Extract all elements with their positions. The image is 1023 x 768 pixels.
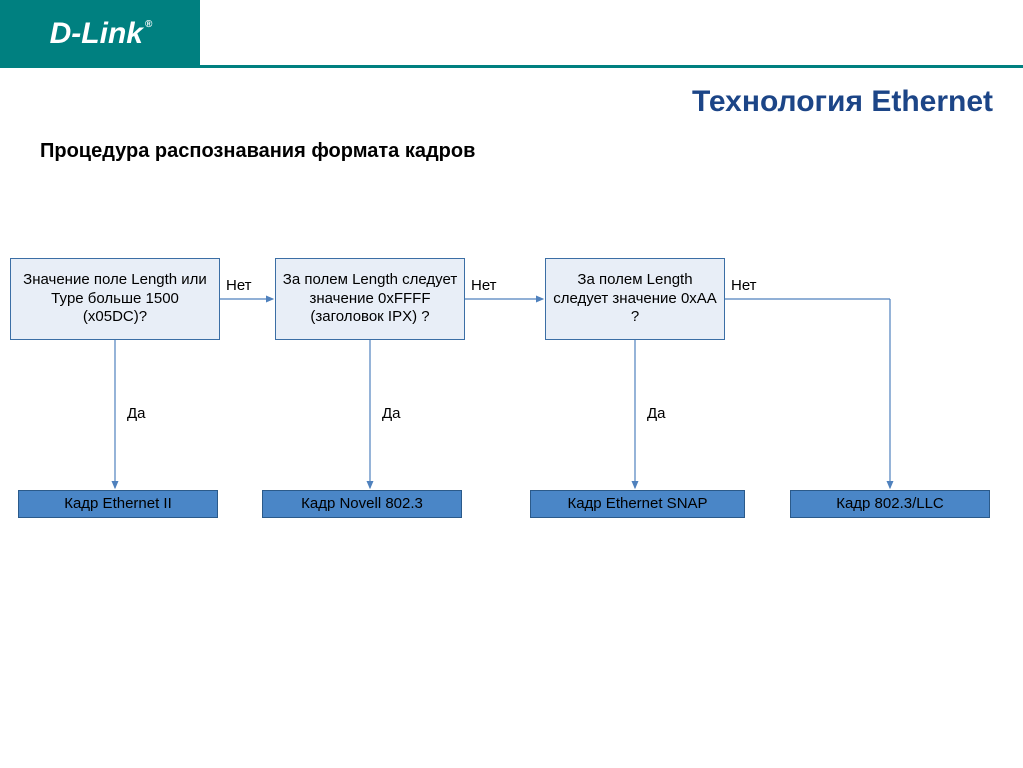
flowchart-arrows — [0, 0, 1023, 768]
edge-label-no-1: Нет — [226, 277, 252, 294]
edge-label-no-2: Нет — [471, 277, 497, 294]
edge-label-yes-3: Да — [647, 405, 666, 422]
decision-node-2: За полем Length следует значение 0xFFFF … — [275, 258, 465, 340]
result-node-1: Кадр Ethernet II — [18, 490, 218, 518]
result-node-3: Кадр Ethernet SNAP — [530, 490, 745, 518]
edge-label-yes-1: Да — [127, 405, 146, 422]
edge-label-yes-2: Да — [382, 405, 401, 422]
result-node-4: Кадр 802.3/LLC — [790, 490, 990, 518]
decision-node-3: За полем Length следует значение 0xAA ? — [545, 258, 725, 340]
decision-node-1: Значение поле Length или Type больше 150… — [10, 258, 220, 340]
result-node-2: Кадр Novell 802.3 — [262, 490, 462, 518]
flowchart-canvas: Значение поле Length или Type больше 150… — [0, 0, 1023, 768]
edge-label-no-3: Нет — [731, 277, 757, 294]
